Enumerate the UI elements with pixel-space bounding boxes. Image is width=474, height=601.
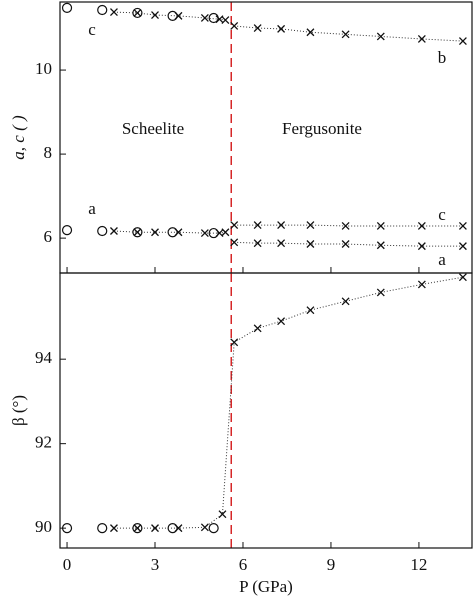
x-marker bbox=[230, 21, 239, 30]
annotation: a bbox=[88, 199, 96, 218]
y-tick-label: 6 bbox=[44, 227, 53, 246]
x-marker bbox=[341, 30, 350, 39]
circle-marker bbox=[208, 227, 219, 239]
x-marker bbox=[151, 524, 159, 533]
circle-marker bbox=[97, 225, 108, 237]
x-marker bbox=[151, 11, 159, 19]
circle-marker bbox=[97, 4, 108, 16]
x-marker bbox=[109, 8, 118, 17]
x-marker bbox=[200, 229, 209, 238]
y-tick-label: 94 bbox=[35, 348, 53, 367]
plot-frame bbox=[59, 272, 473, 549]
annotation: a bbox=[438, 250, 446, 269]
y-tick-label: 92 bbox=[35, 433, 52, 452]
x-marker bbox=[174, 524, 183, 533]
circle-marker bbox=[97, 523, 108, 534]
x-marker bbox=[306, 28, 315, 37]
circle-marker bbox=[61, 2, 73, 13]
x-tick-label: 9 bbox=[327, 555, 336, 574]
data-line bbox=[234, 25, 463, 42]
annotation: c bbox=[88, 20, 96, 39]
x-marker bbox=[376, 241, 385, 250]
x-marker bbox=[133, 8, 142, 17]
x-marker bbox=[253, 221, 262, 230]
x-axis-label: P (GPa) bbox=[239, 577, 293, 596]
x-marker bbox=[376, 288, 385, 297]
x-marker bbox=[230, 221, 239, 230]
x-marker bbox=[277, 221, 286, 230]
data-line bbox=[234, 224, 463, 227]
x-marker bbox=[376, 32, 385, 41]
x-marker bbox=[277, 317, 286, 326]
x-marker bbox=[341, 240, 350, 248]
x-tick-label: 3 bbox=[151, 555, 160, 574]
circle-marker bbox=[208, 523, 219, 534]
x-marker bbox=[109, 524, 118, 533]
annotation: Scheelite bbox=[122, 119, 184, 138]
x-tick-label: 12 bbox=[410, 555, 427, 574]
x-marker bbox=[109, 227, 118, 235]
x-marker bbox=[376, 221, 385, 230]
x-marker bbox=[417, 35, 426, 43]
x-marker bbox=[417, 280, 426, 289]
x-marker bbox=[253, 239, 262, 248]
x-tick-label: 0 bbox=[63, 555, 72, 574]
y-axis-label: β (°) bbox=[9, 395, 28, 426]
x-marker bbox=[306, 306, 315, 315]
x-marker bbox=[458, 37, 467, 46]
x-marker bbox=[151, 228, 159, 237]
x-marker bbox=[458, 273, 467, 282]
x-marker bbox=[174, 228, 183, 237]
y-tick-label: 8 bbox=[44, 143, 53, 162]
annotation: Fergusonite bbox=[282, 119, 362, 138]
x-marker bbox=[417, 221, 426, 230]
data-line bbox=[113, 276, 463, 529]
y-tick-label: 10 bbox=[35, 59, 52, 78]
x-marker bbox=[200, 523, 209, 532]
x-marker bbox=[306, 240, 315, 248]
data-line bbox=[234, 241, 463, 247]
x-marker bbox=[200, 14, 209, 22]
x-marker bbox=[417, 242, 426, 251]
x-marker bbox=[341, 221, 350, 230]
x-marker bbox=[221, 16, 230, 25]
x-marker bbox=[253, 24, 262, 33]
y-tick-label: 90 bbox=[35, 517, 52, 536]
x-tick-label: 6 bbox=[239, 555, 248, 574]
x-marker bbox=[253, 324, 262, 333]
x-marker bbox=[230, 338, 239, 347]
x-marker bbox=[230, 238, 239, 247]
circle-marker bbox=[61, 225, 73, 236]
x-marker bbox=[277, 239, 286, 248]
x-marker bbox=[133, 524, 142, 533]
y-axis-label: a, c ( ) bbox=[9, 115, 28, 160]
annotation: b bbox=[438, 48, 447, 67]
x-marker bbox=[174, 11, 183, 20]
x-marker bbox=[218, 510, 227, 519]
x-marker bbox=[458, 221, 467, 230]
circle-marker bbox=[61, 523, 73, 534]
x-marker bbox=[341, 297, 350, 306]
x-marker bbox=[277, 24, 286, 33]
x-marker bbox=[133, 228, 142, 237]
x-marker bbox=[458, 242, 467, 251]
annotation: c bbox=[438, 205, 446, 224]
x-marker bbox=[221, 228, 230, 237]
x-marker bbox=[306, 221, 315, 230]
